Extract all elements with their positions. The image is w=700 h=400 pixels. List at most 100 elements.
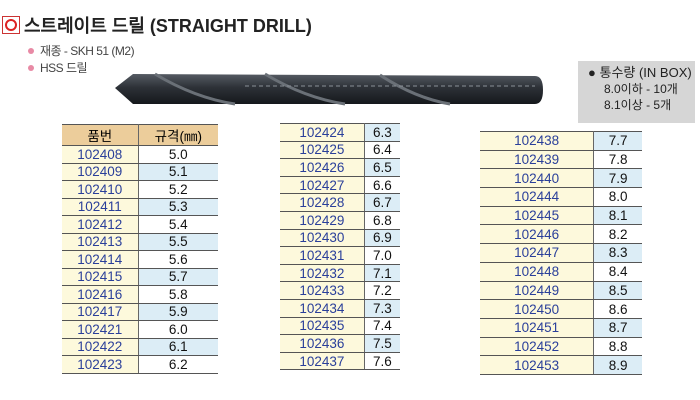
table-row: 102410 5.2 [62,180,218,199]
table-row: 102452 8.8 [480,336,642,357]
table-row: 102434 7.3 [280,298,400,318]
product-code: 102434 [280,298,365,318]
product-code: 102453 [480,355,595,375]
product-code: 102409 [62,162,139,181]
size-mm: 5.2 [138,180,218,199]
product-code: 102437 [280,351,365,371]
product-code: 102416 [62,285,139,304]
table-row: 102431 7.0 [280,246,400,265]
size-mm: 5.3 [138,197,218,216]
spec-table-3: 102438 7.7 102439 7.8 102440 7.9 102444 8.0 1024… [480,131,642,375]
table-row: 102446 8.2 [480,224,642,245]
size-mm: 7.5 [364,334,400,353]
table-row: 102416 5.8 [62,285,218,304]
product-code: 102422 [62,337,139,356]
size-mm: 6.9 [364,228,400,248]
size-mm: 5.5 [138,232,218,251]
product-code: 102446 [480,224,595,245]
page-title: 스트레이트 드릴 (STRAIGHT DRILL) [2,12,312,38]
product-code: 102411 [62,197,139,216]
size-mm: 6.7 [364,193,400,212]
box-heading: 통수량 (IN BOX) [599,65,692,80]
table-row: 102408 5.0 [62,145,218,164]
table-row: 102429 6.8 [280,210,400,230]
size-mm: 6.3 [364,123,400,142]
product-code: 102438 [480,131,595,151]
table-row: 102421 6.0 [62,320,218,339]
size-mm: 7.1 [364,263,400,283]
table-row: 102453 8.9 [480,355,642,375]
size-mm: 6.2 [138,355,218,374]
size-mm: 8.6 [593,299,642,319]
size-mm: 6.5 [364,158,400,177]
product-code: 102427 [280,175,365,195]
table-row: 102430 6.9 [280,228,400,248]
product-code: 102440 [480,168,595,189]
product-code: 102439 [480,149,595,170]
table-row: 102444 8.0 [480,187,642,207]
product-code: 102430 [280,228,365,248]
table-row: 102412 5.4 [62,215,218,234]
product-code: 102448 [480,261,595,282]
bullet-material: 재종 - SKH 51 (M2) [28,42,135,59]
product-code: 102447 [480,243,595,263]
product-code: 102428 [280,193,365,212]
size-mm: 6.8 [364,210,400,230]
table-row: 102426 6.5 [280,158,400,177]
table-row: 102449 8.5 [480,280,642,301]
product-code: 102432 [280,263,365,283]
table-row: 102428 6.7 [280,193,400,212]
table-row: 102435 7.4 [280,316,400,336]
table-row: 102424 6.3 [280,123,400,142]
table-row: 102422 6.1 [62,337,218,356]
size-mm: 5.4 [138,215,218,234]
product-code: 102415 [62,267,139,286]
product-code: 102413 [62,232,139,251]
size-mm: 6.6 [364,175,400,195]
size-mm: 8.9 [593,355,642,375]
product-code: 102425 [280,140,365,160]
product-code: 102435 [280,316,365,336]
bullet-dot-icon [28,64,34,71]
table-row: 102447 8.3 [480,243,642,263]
product-code: 102452 [480,336,595,357]
product-code: 102421 [62,320,139,339]
size-mm: 6.0 [138,320,218,339]
product-code: 102408 [62,145,139,164]
size-mm: 8.1 [593,205,642,226]
size-mm: 8.3 [593,243,642,263]
table-row: 102409 5.1 [62,162,218,181]
bullet-text: 재종 - SKH 51 (M2) [40,44,135,58]
bullet-dot-icon [28,47,34,54]
box-line: 8.0이하 - 10개 [604,82,678,96]
size-mm: 7.9 [593,168,642,189]
table-row: 102436 7.5 [280,334,400,353]
size-mm: 5.6 [138,250,218,269]
size-mm: 5.1 [138,162,218,181]
product-code: 102444 [480,187,595,207]
table-row: 102438 7.7 [480,131,642,151]
box-line: 8.1이상 - 5개 [604,98,672,112]
table-row: 102414 5.6 [62,250,218,269]
size-mm: 7.8 [593,149,642,170]
table-row: 102448 8.4 [480,261,642,282]
size-mm: 6.1 [138,337,218,356]
size-mm: 5.8 [138,285,218,304]
table-row: 102432 7.1 [280,263,400,283]
product-code: 102417 [62,302,139,321]
drill-image [115,72,543,106]
ring-logo-icon [2,16,20,34]
size-mm: 7.0 [364,246,400,265]
spec-table-1: 품번 규격(㎜) 102408 5.0 102409 5.1 102410 5.2 10241… [62,124,218,374]
size-mm: 8.7 [593,317,642,338]
table-row: 102450 8.6 [480,299,642,319]
product-code: 102431 [280,246,365,265]
table-row: 102423 6.2 [62,355,218,374]
bullet-dot-icon: ● [588,65,596,80]
table-row: 102413 5.5 [62,232,218,251]
table-row: 102451 8.7 [480,317,642,338]
size-mm: 7.6 [364,351,400,371]
product-code: 102433 [280,281,365,300]
product-code: 102423 [62,355,139,374]
table-row: 102427 6.6 [280,175,400,195]
